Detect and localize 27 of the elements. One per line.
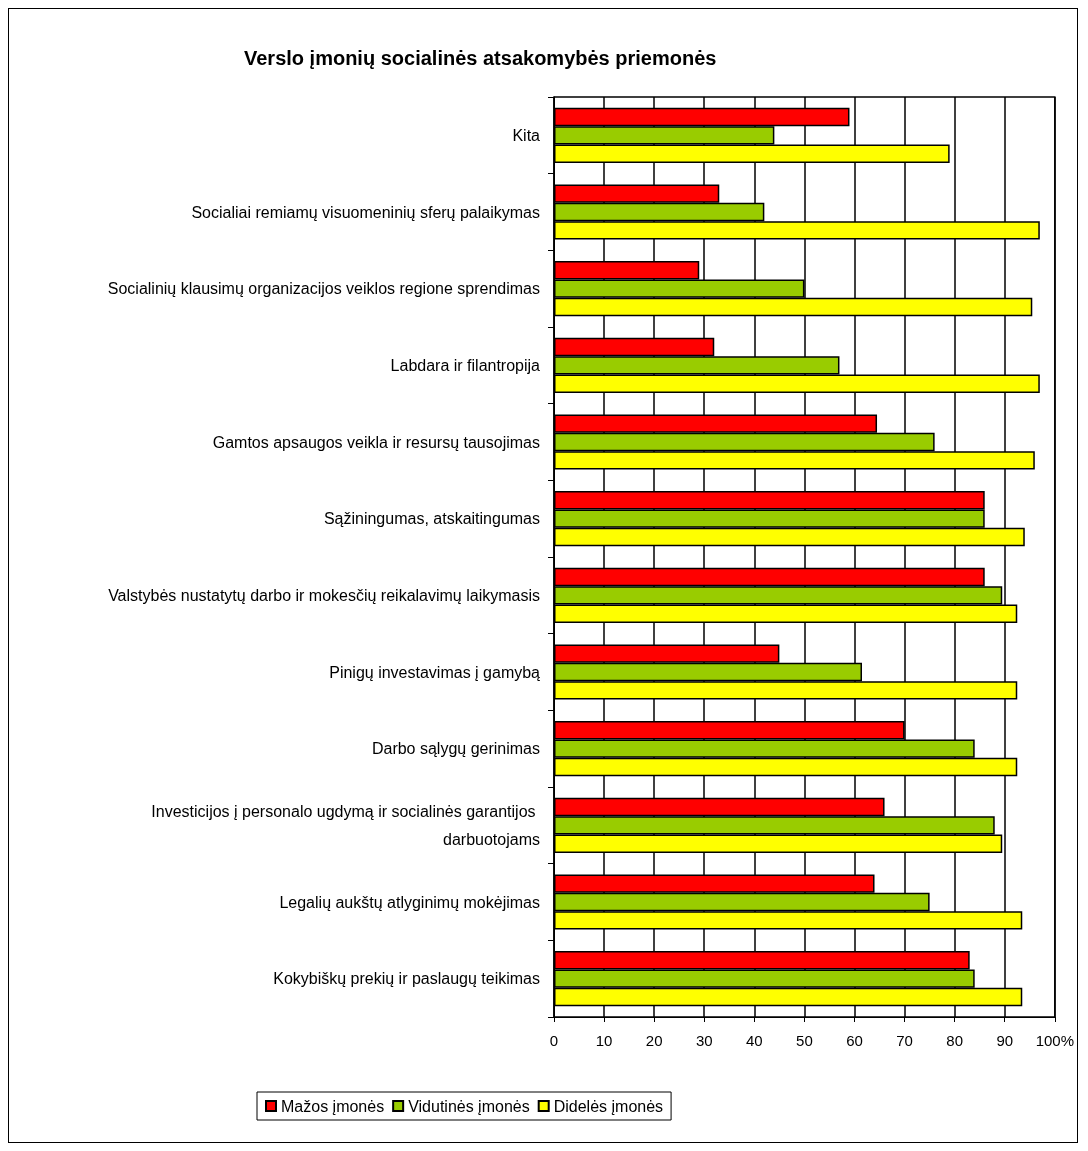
x-tick-label: 50 (796, 1032, 813, 1049)
y-tick-label: Darbo sąlygų gerinimas (371, 740, 540, 758)
y-tick-label: Gamtos apsaugos veikla ir resursų tausojimas (212, 433, 540, 451)
legend-label: Didelės įmonės (553, 1097, 664, 1115)
x-tick-label: 10 (595, 1032, 613, 1049)
y-tick-label: Valstybės nustatytų darbo ir mokesčių reikalavimų laikymasis (108, 586, 540, 604)
x-tick-label: 60 (846, 1032, 863, 1049)
x-tick-label: 70 (896, 1032, 913, 1049)
x-tick-label: 20 (645, 1032, 663, 1049)
y-tick-label: Socialinių klausimų organizacijos veiklos regione sprendimas (107, 280, 540, 298)
x-tick-label: 0 (549, 1032, 559, 1049)
x-tick-label: 40 (745, 1032, 763, 1049)
legend-label: Vidutinės įmonės (408, 1097, 530, 1115)
x-tick-label: 30 (695, 1032, 713, 1049)
y-tick-label: Sąžiningumas, atskaitingumas (323, 510, 540, 528)
y-tick-label: Pinigų investavimas į gamybą (329, 663, 541, 681)
x-tick-label: 100% (1035, 1032, 1075, 1049)
x-tick-label: 90 (996, 1032, 1014, 1049)
chart-title: Verslo įmonių socialinės atsakomybės priemonės (244, 47, 717, 69)
y-tick-label: Kita (512, 126, 541, 144)
x-tick-label: 80 (946, 1032, 963, 1049)
y-tick-label: Labdara ir filantropija (390, 356, 541, 374)
y-tick-label: Socialiai remiamų visuomeninių sferų palaikymas (191, 203, 540, 221)
legend-label: Mažos įmonės (281, 1097, 385, 1115)
y-tick-label: Kokybiškų prekių ir paslaugų teikimas (273, 970, 540, 988)
y-tick-label: Legalių aukštų atlyginimų mokėjimas (279, 893, 540, 911)
y-tick-label: Investicijos į personalo ugdymą ir socialinės garantijos darbuotojams (151, 802, 540, 848)
